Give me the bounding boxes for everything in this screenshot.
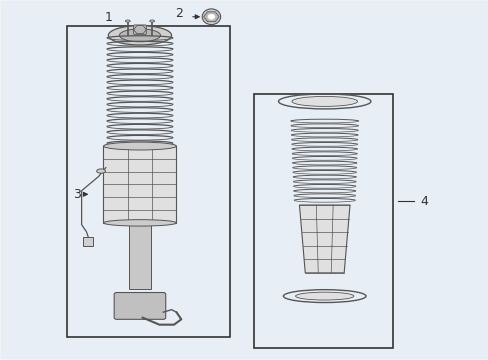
FancyBboxPatch shape	[133, 25, 146, 34]
Bar	[129, 223, 150, 289]
Ellipse shape	[119, 29, 160, 42]
Ellipse shape	[103, 142, 176, 150]
Text: 1: 1	[104, 11, 112, 24]
Bar	[82, 237, 93, 246]
Circle shape	[207, 14, 214, 19]
Ellipse shape	[149, 20, 154, 22]
Polygon shape	[299, 205, 349, 273]
Bar	[254, 94, 392, 348]
Ellipse shape	[108, 26, 171, 45]
Bar	[103, 146, 176, 223]
Text: 4: 4	[420, 195, 427, 208]
Ellipse shape	[202, 9, 220, 24]
Ellipse shape	[291, 96, 357, 107]
Bar	[67, 26, 229, 337]
FancyBboxPatch shape	[114, 293, 165, 319]
Text: 2: 2	[175, 8, 183, 21]
Ellipse shape	[295, 292, 353, 300]
Ellipse shape	[103, 220, 176, 226]
Ellipse shape	[125, 20, 130, 22]
Text: 3: 3	[73, 188, 81, 201]
Ellipse shape	[97, 169, 105, 173]
